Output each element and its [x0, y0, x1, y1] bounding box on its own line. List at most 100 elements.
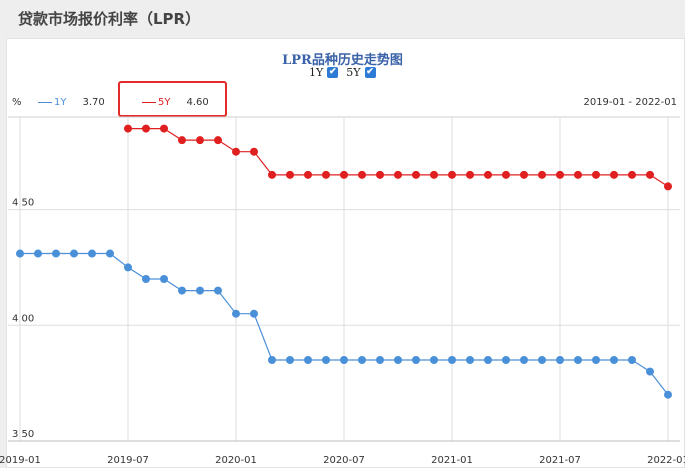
data-point-1y — [466, 356, 474, 364]
data-point-1y — [52, 249, 60, 258]
data-point-5y — [556, 170, 564, 179]
data-point-5y — [484, 170, 492, 179]
data-point-1y — [340, 356, 348, 364]
data-point-5y — [196, 136, 204, 145]
data-point-1y — [268, 356, 276, 364]
x-tick-label: 2022-01 — [647, 455, 685, 466]
y-tick-label: 4.50 — [12, 198, 34, 209]
data-point-5y — [646, 170, 654, 179]
data-point-5y — [304, 170, 312, 179]
data-point-1y — [484, 356, 492, 364]
data-point-5y — [430, 170, 438, 179]
page-title: 贷款市场报价利率（LPR） — [18, 10, 201, 28]
data-point-1y — [628, 356, 636, 364]
check-icon: ✔ — [328, 67, 337, 77]
toggle-1y-label: 1Y — [309, 66, 324, 79]
legend-line-5y — [142, 102, 156, 103]
data-point-1y — [430, 356, 438, 364]
legend-item-1y[interactable]: 1Y 3.70 — [38, 97, 105, 108]
legend-name-5y: 5Y — [158, 97, 171, 108]
legend-value-1y: 3.70 — [82, 97, 105, 108]
data-point-5y — [358, 170, 366, 179]
data-point-1y — [214, 286, 222, 295]
y-tick-label: 3.50 — [12, 429, 34, 440]
data-point-1y — [232, 309, 240, 318]
data-point-1y — [178, 286, 186, 295]
legend-name-1y: 1Y — [54, 97, 67, 108]
data-point-5y — [538, 170, 546, 179]
data-point-5y — [376, 170, 384, 179]
data-point-5y — [286, 170, 294, 179]
x-tick-label: 2019-01 — [0, 455, 41, 466]
data-point-1y — [610, 356, 618, 364]
data-point-5y — [466, 170, 474, 179]
data-point-5y — [268, 170, 276, 179]
data-point-1y — [304, 356, 312, 364]
data-point-5y — [394, 170, 402, 179]
data-point-1y — [502, 356, 510, 364]
data-point-1y — [592, 356, 600, 364]
data-point-1y — [34, 249, 42, 258]
data-point-5y — [412, 170, 420, 179]
legend-value-5y: 4.60 — [186, 97, 209, 108]
toggle-5y-checkbox[interactable]: ✔ — [364, 67, 376, 78]
data-point-1y — [124, 263, 132, 272]
data-point-5y — [574, 170, 582, 179]
data-point-1y — [556, 356, 564, 364]
data-point-5y — [340, 170, 348, 179]
unit-label: % — [12, 97, 22, 108]
data-point-1y — [286, 356, 294, 364]
data-point-1y — [142, 275, 150, 283]
data-point-1y — [664, 390, 672, 399]
x-tick-label: 2021-01 — [431, 455, 473, 466]
date-range: 2019-01 - 2022-01 — [583, 97, 677, 108]
legend-line-1y — [38, 102, 52, 103]
data-point-1y — [574, 356, 582, 364]
data-point-1y — [160, 275, 168, 283]
data-point-5y — [322, 170, 330, 179]
data-point-1y — [70, 249, 78, 258]
data-point-1y — [16, 249, 24, 258]
data-point-5y — [664, 182, 672, 191]
data-point-1y — [250, 309, 258, 318]
check-icon: ✔ — [366, 67, 374, 77]
data-point-5y — [124, 124, 132, 133]
data-point-1y — [322, 356, 330, 364]
data-point-5y — [448, 170, 456, 179]
x-tick-label: 2020-07 — [323, 455, 365, 466]
x-tick-label: 2021-07 — [539, 455, 581, 466]
data-point-5y — [160, 124, 168, 133]
data-point-1y — [538, 356, 546, 364]
data-point-1y — [412, 356, 420, 364]
legend-highlight-box — [118, 81, 227, 117]
y-tick-label: 4.00 — [12, 313, 34, 324]
page-header: 贷款市场报价利率（LPR） — [0, 0, 685, 36]
data-point-5y — [610, 170, 618, 179]
data-point-5y — [214, 136, 222, 145]
legend-item-5y[interactable]: 5Y 4.60 — [142, 97, 209, 108]
chart-title: LPR品种历史走势图 — [282, 53, 403, 68]
data-point-5y — [628, 170, 636, 179]
data-point-5y — [142, 124, 150, 133]
data-point-5y — [520, 170, 528, 179]
data-point-5y — [502, 170, 510, 179]
data-point-5y — [178, 136, 186, 145]
data-point-5y — [592, 170, 600, 179]
data-point-1y — [448, 356, 456, 364]
data-point-5y — [250, 147, 258, 156]
toggle-1y-checkbox[interactable]: ✔ — [327, 67, 339, 78]
data-point-1y — [376, 356, 384, 364]
toggle-5y-label: 5Y — [346, 66, 361, 79]
data-point-5y — [232, 147, 240, 156]
data-point-1y — [520, 356, 528, 364]
data-point-1y — [358, 356, 366, 364]
series-toggles: 1Y ✔ 5Y ✔ — [309, 66, 384, 79]
data-point-1y — [88, 249, 96, 258]
x-tick-label: 2019-07 — [107, 455, 149, 466]
x-tick-label: 2020-01 — [215, 455, 257, 466]
data-point-1y — [394, 356, 402, 364]
data-point-1y — [646, 367, 654, 376]
data-point-1y — [106, 249, 114, 258]
data-point-1y — [196, 286, 204, 295]
